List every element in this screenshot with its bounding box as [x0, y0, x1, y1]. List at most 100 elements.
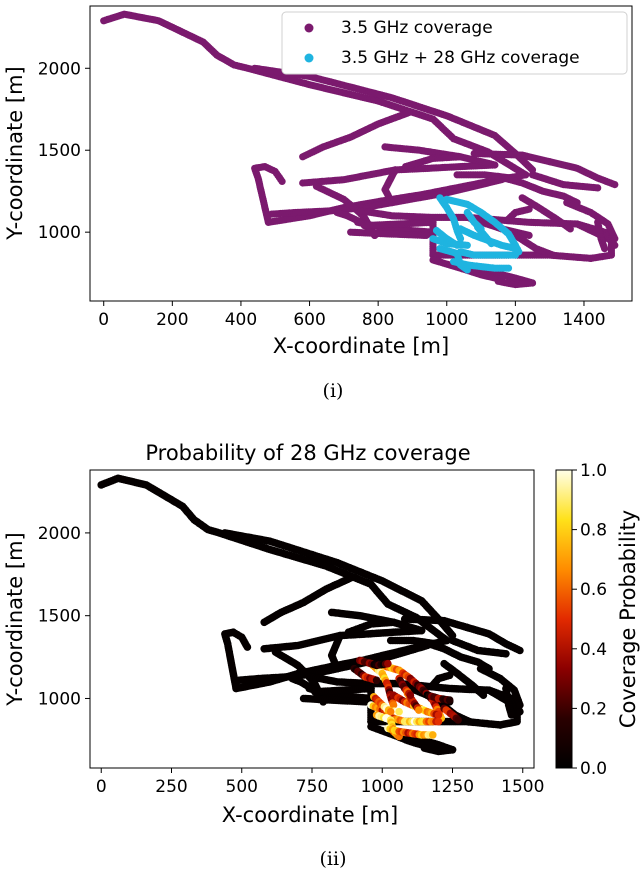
y-tick-label: 1500 — [38, 607, 81, 627]
data-point — [504, 264, 513, 272]
hot-track — [350, 656, 462, 741]
data-point — [384, 659, 392, 668]
series-35-28ghz — [429, 194, 523, 274]
data-point — [611, 181, 619, 189]
base-track — [97, 474, 524, 756]
colorbar-label: Coverage Probability — [616, 510, 640, 728]
legend-marker-35ghz — [304, 23, 314, 33]
x-tick-label: 0 — [98, 310, 109, 330]
data-point — [479, 691, 488, 699]
legend-i: 3.5 GHz coverage 3.5 GHz + 28 GHz covera… — [281, 11, 628, 75]
panel-i: 0 200 400 600 800 1000 1200 1400 1000 1500 2000 X… — [3, 5, 633, 402]
y-axis-label-i: Y-coordinate [m] — [3, 66, 27, 240]
data-point — [601, 245, 609, 253]
data-point — [381, 143, 389, 151]
data-point — [566, 225, 574, 233]
data-point — [278, 177, 286, 185]
colorbar-ticks: 0.0 0.2 0.4 0.6 0.8 1.0 — [572, 461, 607, 779]
data-point — [389, 618, 398, 627]
data-point — [594, 184, 602, 192]
y-tick-label: 1000 — [38, 689, 81, 709]
data-point — [434, 717, 443, 726]
legend-marker-35-28ghz — [304, 53, 314, 63]
data-point — [367, 684, 375, 693]
colorbar — [555, 469, 573, 769]
x-tick-label: 0 — [96, 777, 107, 797]
panel-ii: Probability of 28 GHz coverage 0 250 500 75… — [3, 441, 640, 870]
data-point — [434, 711, 443, 719]
x-tick-label: 1000 — [425, 310, 468, 330]
data-point — [389, 701, 398, 709]
colorbar-tick-label: 0.0 — [580, 759, 607, 779]
colorbar-tick-label: 0.4 — [580, 640, 607, 660]
y-ticks-ii: 1000 1500 2000 — [38, 524, 90, 709]
y-tick-label: 2000 — [38, 59, 81, 79]
data-point — [611, 235, 619, 243]
x-tick-label: 200 — [156, 310, 188, 330]
colorbar-tick-label: 0.8 — [580, 521, 607, 541]
x-axis-label-ii: X-coordinate [m] — [222, 803, 398, 827]
data-marks-ii — [97, 474, 524, 756]
legend-label-35ghz: 3.5 GHz coverage — [341, 18, 493, 38]
data-point — [525, 231, 533, 239]
data-point — [454, 716, 462, 724]
x-ticks-ii: 0 250 500 750 1000 1250 1500 — [96, 768, 544, 797]
data-point — [406, 691, 415, 699]
x-ticks-i: 0 200 400 600 800 1000 1200 1400 — [98, 301, 606, 330]
data-point — [415, 706, 423, 714]
x-tick-label: 400 — [225, 310, 257, 330]
data-point — [456, 235, 465, 243]
series-35ghz — [100, 10, 619, 289]
data-point — [372, 676, 381, 685]
x-tick-label: 1000 — [361, 777, 404, 797]
data-point — [386, 707, 395, 716]
data-point — [507, 711, 516, 719]
colorbar-tick-label: 1.0 — [580, 461, 607, 481]
x-axis-label-i: X-coordinate [m] — [273, 334, 449, 358]
data-point — [327, 608, 336, 617]
x-tick-label: 1400 — [562, 310, 605, 330]
x-tick-label: 500 — [226, 777, 258, 797]
y-tick-label: 1500 — [38, 141, 81, 161]
data-point — [502, 650, 510, 658]
data-point — [463, 241, 471, 249]
x-tick-label: 600 — [293, 310, 325, 330]
data-point — [288, 674, 297, 683]
x-tick-label: 750 — [296, 777, 328, 797]
x-tick-label: 1250 — [431, 777, 474, 797]
data-point — [429, 681, 437, 689]
colorbar-tick-label: 0.6 — [580, 580, 607, 600]
x-tick-label: 250 — [155, 777, 187, 797]
legend-box-i — [281, 11, 628, 75]
data-point — [516, 646, 524, 655]
data-marks-i — [100, 10, 619, 289]
data-point — [611, 241, 619, 249]
data-point — [299, 153, 307, 161]
data-point — [448, 746, 457, 754]
x-tick-label: 1500 — [501, 777, 544, 797]
data-point — [445, 696, 454, 704]
data-point — [456, 153, 465, 161]
data-point — [453, 241, 461, 249]
data-point — [477, 225, 485, 233]
caption-ii: (ii) — [320, 848, 347, 870]
data-point — [422, 231, 430, 239]
colorbar-tick-label: 0.2 — [580, 699, 607, 719]
y-axis-label-ii: Y-coordinate [m] — [3, 532, 27, 706]
data-point — [487, 240, 495, 248]
x-tick-label: 1200 — [494, 310, 537, 330]
data-point — [516, 701, 524, 709]
caption-i: (i) — [323, 380, 344, 402]
x-tick-label: 800 — [362, 310, 394, 330]
data-point — [429, 731, 437, 739]
data-point — [395, 707, 403, 716]
legend-label-35-28ghz: 3.5 GHz + 28 GHz coverage — [341, 48, 580, 68]
data-point — [260, 618, 269, 627]
data-point — [504, 215, 513, 223]
data-point — [243, 643, 252, 651]
data-point — [528, 279, 537, 287]
y-ticks-i: 1000 1500 2000 — [38, 59, 90, 243]
data-point — [465, 717, 474, 726]
chart-title-ii: Probability of 28 GHz coverage — [145, 441, 470, 465]
